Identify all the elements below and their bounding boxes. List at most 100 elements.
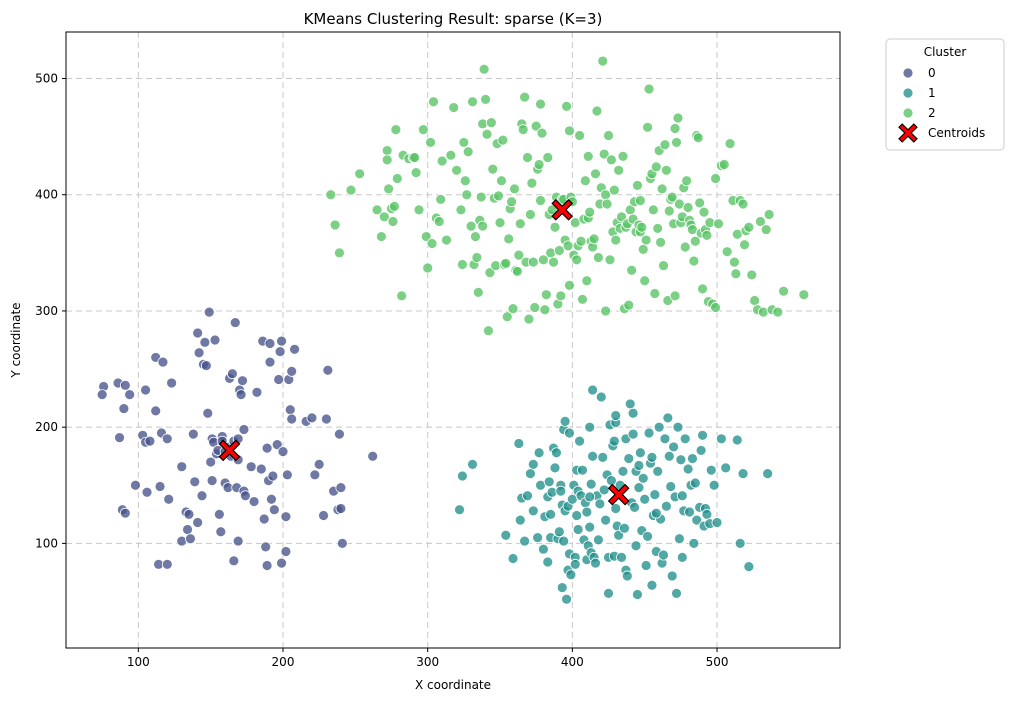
cluster-2-point [590,168,601,180]
cluster-0-point [266,493,277,505]
cluster-2-point [410,167,422,179]
cluster-1-point [549,462,561,474]
legend-label: Centroids [928,126,985,140]
cluster-1-point [665,481,677,492]
cluster-2-point [458,137,470,148]
cluster-0-point [182,524,193,535]
cluster-0-point [183,508,195,520]
cluster-2-point [763,209,775,220]
cluster-0-point [199,336,211,348]
cluster-2-point [555,290,567,302]
cluster-1-point [545,508,557,520]
cluster-2-point [530,120,542,132]
legend-marker-cluster-1 [902,87,914,99]
cluster-0-point [276,557,287,569]
cluster-0-point [235,389,247,401]
cluster-1-point [564,427,575,439]
cluster-2-point [663,205,675,217]
cluster-1-point [646,579,658,591]
cluster-2-point [409,152,421,163]
cluster-2-point [746,269,758,281]
cluster-0-point [280,546,292,557]
cluster-2-point [737,198,749,210]
cluster-0-point [157,356,169,368]
cluster-1-point [551,447,562,459]
cluster-0-point [202,407,214,419]
cluster-2-point [509,183,520,195]
cluster-2-point [655,236,667,248]
cluster-0-point [306,412,318,424]
cluster-0-point [140,384,151,396]
cluster-2-point [616,211,627,223]
plot-area-frame [65,31,841,649]
cluster-0-point [114,432,125,444]
cluster-1-point [632,589,643,600]
cluster-1-point [543,476,555,488]
cluster-2-point [613,164,625,176]
cluster-0-point [322,364,334,376]
cluster-2-point [604,254,616,266]
cluster-2-point [485,117,497,129]
cluster-0-point [209,334,221,346]
cluster-2-point [389,200,400,212]
cluster-2-point [660,164,672,176]
cluster-2-point [546,204,558,216]
cluster-2-point [669,290,681,302]
cluster-2-point [710,302,721,313]
cluster-2-point [507,303,519,315]
cluster-2-point [465,220,477,232]
cluster-2-point [467,96,478,108]
cluster-2-point [597,55,609,67]
cluster-1-point [595,391,607,403]
cluster-2-point [378,211,390,223]
cluster-0-point [229,317,241,328]
cluster-2-point [778,285,789,297]
cluster-0-point [245,461,257,473]
cluster-1-point [762,468,774,480]
cluster-2-point [417,124,429,136]
data-points [96,55,810,605]
cluster-1-point [584,491,596,503]
cluster-1-point [652,465,664,477]
cluster-1-point [507,553,519,564]
cluster-2-point [506,196,517,208]
cluster-2-point [636,221,648,233]
cluster-0-point [336,537,348,549]
cluster-2-point [487,163,499,175]
cluster-2-point [441,234,452,246]
cluster-1-point [697,429,708,441]
cluster-1-point [639,493,651,505]
cluster-1-point [676,490,688,502]
cluster-1-point [538,543,549,555]
cluster-2-point [689,235,701,247]
cluster-1-point [584,421,596,433]
cluster-1-point [715,433,727,445]
cluster-1-point [587,384,599,396]
cluster-1-point [679,433,691,445]
cluster-0-point [161,433,173,445]
cluster-0-point [192,517,204,528]
cluster-1-point [650,507,662,519]
cluster-1-point [619,522,630,534]
cluster-2-point [527,256,539,268]
cluster-0-point [226,368,238,380]
cluster-2-point [529,302,541,313]
cluster-0-point [161,558,173,570]
cluster-1-point [608,435,620,447]
cluster-0-point [286,413,298,425]
cluster-0-point [318,510,329,521]
cluster-2-point [459,175,471,187]
cluster-0-point [277,446,289,457]
cluster-1-point [634,447,646,459]
cluster-2-point [477,220,489,232]
cluster-1-point [592,534,604,546]
cluster-2-point [592,252,604,263]
cluster-0-point [232,535,244,547]
cluster-2-point [632,180,643,191]
cluster-2-point [639,275,651,287]
cluster-0-point [154,481,166,492]
cluster-0-point [267,470,279,482]
cluster-1-point [558,535,570,547]
cluster-2-point [433,216,445,227]
cluster-2-point [694,197,706,209]
